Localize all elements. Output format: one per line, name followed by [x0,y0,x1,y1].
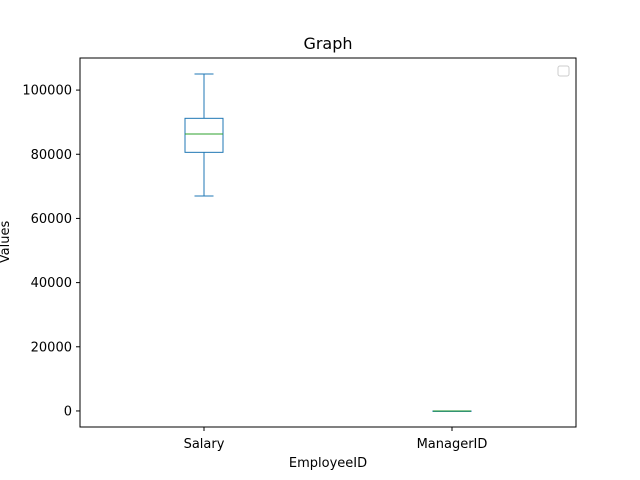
box-salary [184,73,224,197]
y-axis: 0 20000 40000 60000 80000 100000 [22,84,80,419]
x-axis: Salary ManagerID [184,427,488,452]
y-tick-label: 80000 [31,148,72,163]
y-tick-label: 20000 [31,340,72,355]
plot-area-frame [79,57,577,428]
y-tick-label: 100000 [22,84,72,99]
y-axis-label: Values [0,221,13,264]
legend-box [557,65,570,77]
chart-title: Graph [303,34,352,53]
y-tick-label: 60000 [31,212,72,227]
boxes-layer [184,73,472,412]
y-tick-label: 0 [64,404,72,419]
x-tick-label: ManagerID [417,437,488,452]
x-tick-label: Salary [184,437,225,452]
iqr-box [184,117,224,153]
box-managerid [432,410,472,412]
x-axis-label: EmployeeID [289,456,367,471]
y-tick-label: 40000 [31,276,72,291]
